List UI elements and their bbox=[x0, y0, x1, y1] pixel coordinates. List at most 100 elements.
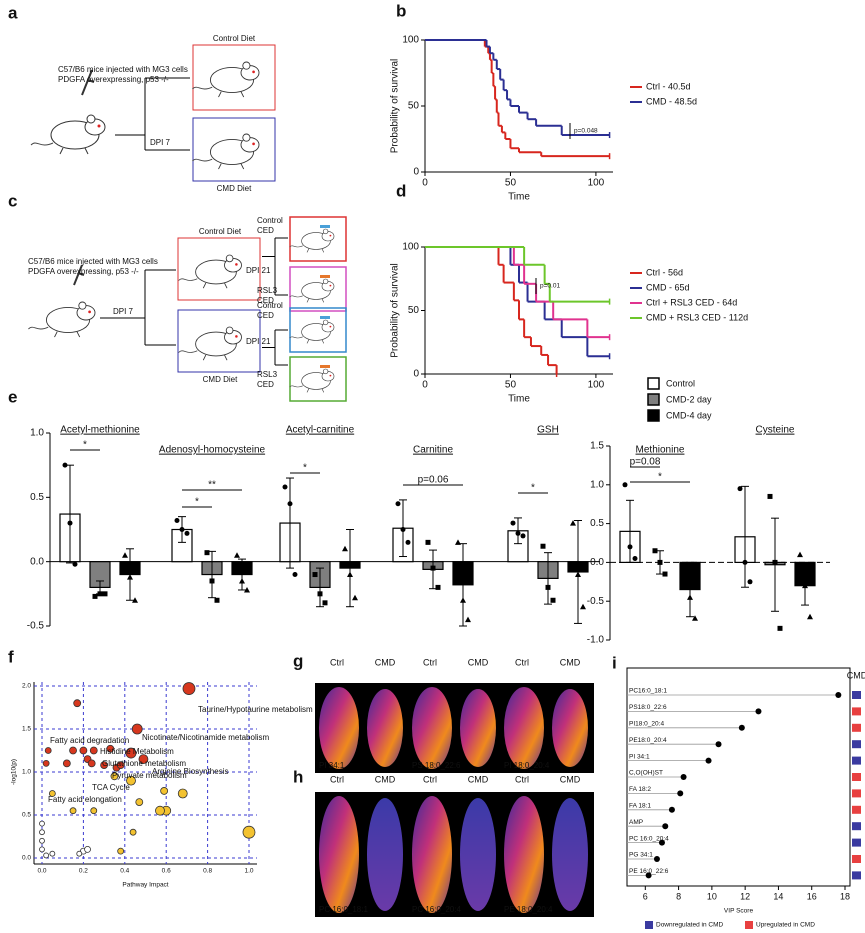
mouse-ear bbox=[225, 254, 234, 263]
x-tick-label: 16 bbox=[807, 891, 817, 901]
mouse-ear bbox=[78, 301, 87, 310]
data-point bbox=[570, 520, 576, 526]
bubble bbox=[129, 828, 137, 836]
dot bbox=[653, 856, 660, 862]
bubble bbox=[160, 787, 169, 795]
bubble bbox=[182, 682, 196, 695]
tumor-mark bbox=[320, 316, 330, 319]
mouse-tail bbox=[192, 158, 213, 162]
y-tick-label: -0.5 bbox=[27, 621, 45, 632]
bubble bbox=[73, 699, 82, 708]
significance-label: * bbox=[195, 497, 199, 508]
error-bar bbox=[741, 485, 749, 588]
y-axis-label: Probability of survival bbox=[390, 263, 401, 357]
dot bbox=[658, 839, 665, 846]
diagram-text: DPI 7 bbox=[113, 307, 134, 316]
y-tick-label: 0 bbox=[413, 167, 419, 178]
data-point bbox=[209, 578, 215, 584]
x-axis-label: Pathway Impact bbox=[122, 882, 168, 889]
column-label: Ctrl bbox=[515, 774, 529, 784]
data-point bbox=[545, 584, 551, 590]
y2-tick-label: 1.0 bbox=[590, 479, 604, 490]
data-point bbox=[127, 574, 133, 580]
mouse-eye bbox=[235, 263, 238, 266]
diet-box bbox=[192, 117, 276, 182]
metabolite-title: Cysteine bbox=[756, 425, 795, 436]
bubble bbox=[177, 788, 188, 799]
mouse-icon bbox=[289, 228, 335, 253]
data-point bbox=[405, 539, 411, 545]
x-tick-label: 0.8 bbox=[203, 868, 212, 875]
data-point bbox=[807, 613, 813, 620]
category-label: C,O(OH)ST bbox=[629, 770, 663, 777]
bubble bbox=[39, 837, 45, 844]
legend-swatch bbox=[647, 409, 660, 422]
column-label: CMD bbox=[560, 774, 581, 784]
bubble bbox=[62, 759, 71, 768]
data-point bbox=[737, 486, 743, 492]
data-point bbox=[395, 501, 401, 507]
data-point bbox=[465, 616, 471, 623]
y-tick-label: 0.0 bbox=[22, 855, 31, 862]
y2-tick-label: 0.0 bbox=[590, 557, 604, 568]
diagram-text: PDGFA overexpressing, p53 -/- bbox=[58, 75, 169, 84]
legend-swatch bbox=[647, 377, 660, 390]
panel-label: b bbox=[396, 1, 406, 20]
dot bbox=[677, 790, 684, 797]
y-axis-label: Probability of survival bbox=[390, 59, 401, 153]
syringe bbox=[73, 264, 85, 286]
y-tick-label: 1.5 bbox=[22, 726, 31, 733]
data-point bbox=[777, 625, 783, 631]
mouse-tail bbox=[289, 245, 303, 248]
mouse-legs bbox=[218, 163, 245, 170]
mouse-tail bbox=[30, 142, 54, 146]
y-tick-label: 0.5 bbox=[30, 492, 44, 503]
bubble bbox=[125, 747, 137, 759]
mouse-legs bbox=[306, 248, 325, 253]
pathway-label: TCA Cycle bbox=[92, 783, 130, 792]
data-point bbox=[122, 552, 128, 558]
group-square bbox=[852, 805, 861, 814]
legend-label: Control bbox=[666, 378, 695, 388]
significance-label: * bbox=[83, 440, 87, 451]
treatment-box bbox=[289, 266, 347, 312]
bubble bbox=[155, 805, 165, 816]
data-point bbox=[802, 582, 808, 589]
ion-label: PS 18:0_22:6 bbox=[412, 761, 461, 770]
data-point bbox=[67, 520, 73, 526]
diagram-text: PDGFA overexpressing, p53 -/- bbox=[28, 267, 139, 276]
mouse-eye bbox=[88, 310, 91, 314]
tissue-section bbox=[412, 687, 452, 769]
dot bbox=[645, 872, 652, 879]
mouse-legs bbox=[306, 339, 325, 344]
dot bbox=[680, 774, 687, 780]
group-square bbox=[852, 871, 861, 880]
tissue-section bbox=[367, 689, 403, 767]
data-point bbox=[627, 544, 633, 550]
bubble bbox=[135, 798, 144, 806]
panel-label: c bbox=[8, 191, 17, 210]
data-point bbox=[425, 539, 431, 545]
ion-label: PC 16:0_20:4 bbox=[412, 905, 461, 914]
data-point bbox=[652, 548, 658, 554]
mouse-icon bbox=[289, 319, 335, 344]
data-point bbox=[515, 530, 521, 536]
group-square bbox=[852, 838, 861, 847]
mouse-ear bbox=[86, 114, 96, 124]
category-label: FA 18:2 bbox=[629, 786, 651, 793]
bubble bbox=[43, 852, 50, 859]
pathway-label: Glutathione metabolism bbox=[102, 759, 186, 768]
error-bar bbox=[686, 561, 694, 618]
diet-box bbox=[177, 237, 261, 301]
data-point bbox=[460, 597, 466, 603]
legend-label: CMD-4 day bbox=[666, 410, 712, 420]
dot bbox=[715, 741, 722, 748]
x-axis-label: Time bbox=[508, 394, 530, 405]
error-bar bbox=[544, 552, 552, 605]
mouse-legs bbox=[306, 388, 325, 393]
dot bbox=[668, 806, 675, 813]
significance-label: p=0.06 bbox=[418, 475, 449, 486]
legend-swatch bbox=[745, 921, 753, 929]
mouse-eye bbox=[329, 284, 332, 287]
